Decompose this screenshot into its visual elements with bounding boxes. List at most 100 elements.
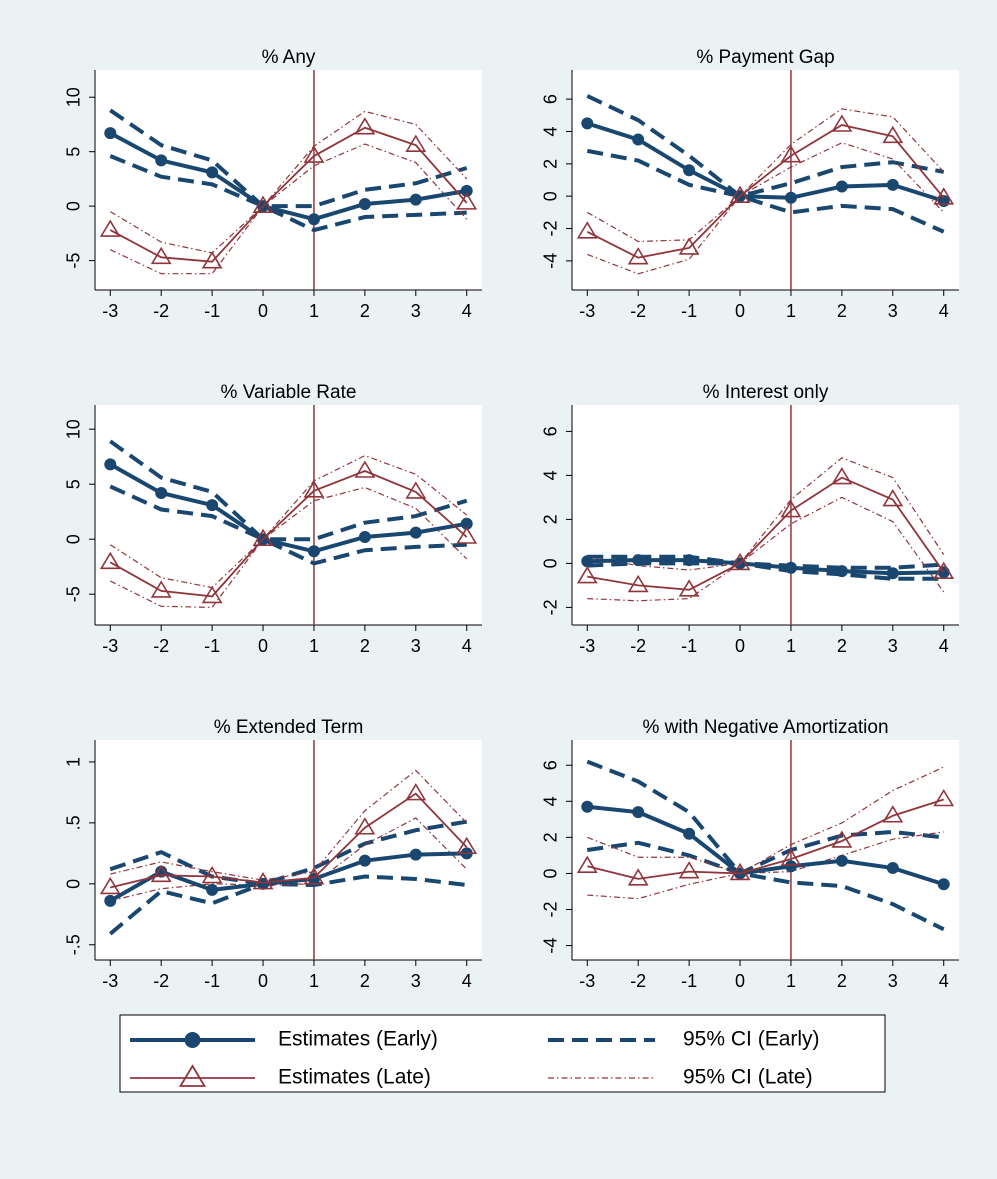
y-tick-label: -2 xyxy=(541,599,561,615)
point xyxy=(780,145,802,163)
point xyxy=(303,480,325,498)
point xyxy=(886,567,899,580)
point xyxy=(886,178,899,191)
point xyxy=(201,585,223,604)
point xyxy=(729,185,751,203)
point xyxy=(155,487,168,499)
panel-title: % Any xyxy=(262,47,316,68)
y-tick-label: -.5 xyxy=(64,934,84,955)
x-tick-label: 4 xyxy=(939,636,949,656)
y-tick-label: 4 xyxy=(541,796,561,806)
point xyxy=(405,783,427,801)
x-tick-label: 4 xyxy=(462,971,472,991)
point xyxy=(358,531,371,543)
y-tick-label: -5 xyxy=(64,586,84,602)
ci-lower xyxy=(586,148,945,234)
point xyxy=(456,526,478,544)
point xyxy=(581,555,594,568)
point xyxy=(627,247,649,265)
x-tick-label: 4 xyxy=(462,301,472,321)
x-tick-label: -2 xyxy=(153,301,169,321)
y-tick-label: 6 xyxy=(541,94,561,104)
point xyxy=(99,219,121,237)
point xyxy=(835,565,848,578)
x-tick-label: 2 xyxy=(837,301,847,321)
x-tick-label: 3 xyxy=(411,636,421,656)
x-tick-label: 0 xyxy=(735,971,745,991)
point xyxy=(831,467,853,485)
y-tick-label: 0 xyxy=(64,534,84,544)
x-tick-label: 3 xyxy=(888,636,898,656)
ci-upper xyxy=(109,454,468,589)
point xyxy=(358,197,371,210)
point xyxy=(354,460,376,478)
point xyxy=(882,489,904,507)
point xyxy=(354,817,376,835)
panel-title: % Interest only xyxy=(703,382,829,403)
point xyxy=(632,133,645,146)
legend-marker xyxy=(184,1032,201,1048)
estimate-line xyxy=(587,558,944,576)
point xyxy=(581,117,594,130)
estimate-line xyxy=(109,126,468,263)
point xyxy=(882,805,904,823)
x-tick-label: 4 xyxy=(939,971,949,991)
y-tick-label: 4 xyxy=(541,126,561,136)
point xyxy=(576,855,598,874)
panel-title: % Extended Term xyxy=(214,717,364,738)
y-tick-label: 6 xyxy=(541,426,561,436)
point xyxy=(784,860,797,873)
point xyxy=(307,213,320,226)
legend-box xyxy=(119,1014,886,1093)
point xyxy=(409,526,422,539)
panel-title: % Payment Gap xyxy=(696,47,834,68)
x-tick-label: -2 xyxy=(153,971,169,991)
x-tick-label: 2 xyxy=(360,971,370,991)
x-tick-label: 0 xyxy=(735,636,745,656)
ci-lower xyxy=(110,486,468,609)
ci-lower xyxy=(110,817,468,902)
legend-label: Estimates (Late) xyxy=(278,1066,431,1089)
ci-lower xyxy=(587,496,945,602)
point xyxy=(257,877,270,890)
x-tick-label: -3 xyxy=(579,636,595,656)
x-tick-label: -3 xyxy=(102,636,118,656)
y-tick-label: 5 xyxy=(64,147,84,157)
x-tick-label: 0 xyxy=(258,301,268,321)
point xyxy=(409,848,422,861)
x-tick-label: -2 xyxy=(630,971,646,991)
y-tick-label: 6 xyxy=(541,760,561,770)
x-tick-label: 3 xyxy=(411,971,421,991)
point xyxy=(933,788,955,807)
x-tick-label: 1 xyxy=(309,636,319,656)
point xyxy=(303,867,325,885)
x-tick-label: 1 xyxy=(786,971,796,991)
point xyxy=(831,114,853,132)
ci-upper xyxy=(587,457,945,571)
point xyxy=(206,499,219,512)
point xyxy=(835,180,848,193)
x-tick-label: 3 xyxy=(888,971,898,991)
x-tick-label: 1 xyxy=(786,636,796,656)
point xyxy=(104,894,117,907)
point xyxy=(409,193,422,206)
point xyxy=(456,836,478,855)
point xyxy=(206,883,219,896)
x-tick-label: -1 xyxy=(681,636,697,656)
x-tick-label: 4 xyxy=(462,636,472,656)
x-tick-label: 1 xyxy=(309,971,319,991)
ci-lower xyxy=(587,142,945,275)
ci-upper xyxy=(586,108,945,243)
point xyxy=(150,580,172,598)
x-tick-label: 0 xyxy=(735,301,745,321)
point xyxy=(835,854,848,867)
point xyxy=(307,545,320,558)
estimate-line xyxy=(109,462,468,554)
point xyxy=(683,827,696,840)
point xyxy=(886,862,899,875)
point xyxy=(99,876,121,895)
y-tick-label: 0 xyxy=(64,879,84,889)
point xyxy=(99,551,121,570)
y-tick-label: 5 xyxy=(64,479,84,489)
